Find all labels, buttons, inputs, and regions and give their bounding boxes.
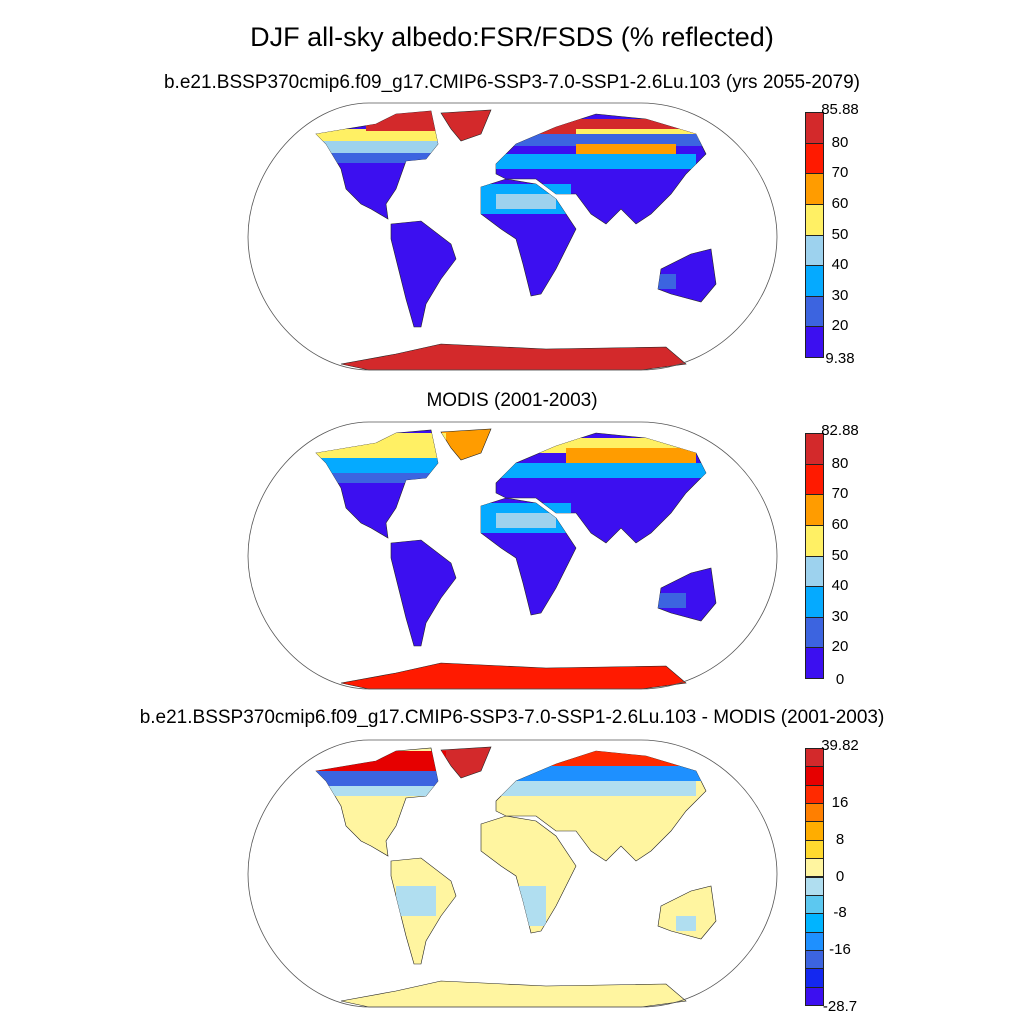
colorbar-label: 85.88 — [821, 101, 859, 118]
colorbar-label: 16 — [831, 794, 849, 812]
panel-2-title: MODIS (2001-2003) — [426, 390, 598, 411]
colorbar-label: 80 — [831, 454, 849, 472]
colorbar-label: 30 — [831, 286, 849, 304]
land-antarctica — [340, 343, 687, 371]
map-panel-1 — [247, 102, 778, 371]
figure-title: DJF all-sky albedo:FSR/FSDS (% reflected… — [250, 22, 774, 52]
land-greenland — [440, 109, 492, 142]
data-region — [516, 886, 546, 926]
land-south-america — [390, 539, 457, 647]
map-frame — [247, 421, 778, 690]
data-region — [496, 766, 716, 781]
land-antarctica — [340, 662, 687, 690]
colorbar-label: -28.7 — [822, 998, 858, 1015]
colorbar-label: 50 — [831, 546, 849, 564]
data-region — [656, 593, 686, 608]
data-region — [496, 513, 556, 528]
colorbar-label: 8 — [835, 830, 845, 848]
data-region — [316, 433, 446, 458]
colorbar-label: 70 — [831, 485, 849, 503]
colorbar-label: 40 — [831, 256, 849, 274]
colorbar-box — [805, 766, 824, 786]
panel-3-title: b.e21.BSSP370cmip6.f09_g17.CMIP6-SSP3-7.… — [139, 707, 885, 728]
colorbar-box — [805, 968, 824, 988]
data-region — [316, 141, 446, 153]
colorbar-label: 20 — [831, 317, 849, 335]
data-region — [566, 448, 696, 463]
data-region — [676, 916, 696, 931]
data-region — [316, 129, 446, 141]
data-region — [316, 458, 446, 473]
colorbar-label: 60 — [831, 194, 849, 212]
land-greenland — [440, 428, 492, 461]
data-region — [496, 751, 716, 766]
data-region — [496, 781, 696, 796]
map-frame — [247, 739, 778, 1008]
colorbar-label: -16 — [829, 940, 851, 958]
colorbar-box — [805, 647, 824, 679]
data-region — [366, 110, 436, 131]
map-panel-3 — [247, 739, 778, 1008]
colorbar-box — [805, 986, 824, 1006]
colorbar-2 — [805, 433, 824, 679]
map-frame — [247, 102, 778, 371]
data-region — [496, 154, 696, 169]
colorbar-label: 0 — [835, 867, 845, 885]
colorbar-label: 70 — [831, 164, 849, 182]
colorbar-3 — [805, 748, 824, 1006]
colorbar-label: 40 — [831, 577, 849, 595]
data-region — [316, 153, 446, 163]
data-region — [316, 473, 446, 483]
land-south-america — [390, 220, 457, 328]
data-region — [316, 786, 446, 796]
colorbar-box — [805, 326, 824, 358]
data-region — [576, 144, 676, 154]
data-region — [656, 274, 676, 289]
colorbar-label: 0 — [835, 671, 845, 688]
data-region — [496, 463, 716, 478]
data-region — [396, 886, 436, 916]
data-region — [316, 751, 446, 771]
colorbar-label: 9.38 — [825, 350, 855, 367]
panel-1-title: b.e21.BSSP370cmip6.f09_g17.CMIP6-SSP3-7.… — [163, 72, 861, 93]
colorbar-label: 82.88 — [821, 422, 859, 439]
land-antarctica — [340, 980, 687, 1008]
map-panel-2 — [247, 421, 778, 690]
land-greenland — [440, 746, 492, 779]
colorbar-label: -8 — [833, 904, 847, 922]
land-australia — [657, 885, 717, 940]
data-region — [496, 134, 716, 146]
data-region — [316, 771, 446, 786]
colorbar-label: 20 — [831, 638, 849, 656]
colorbar-label: 60 — [831, 515, 849, 533]
colorbar-label: 80 — [831, 133, 849, 151]
colorbar-label: 30 — [831, 607, 849, 625]
data-region — [496, 194, 556, 209]
colorbar-label: 50 — [831, 225, 849, 243]
colorbar-1 — [805, 112, 824, 358]
land-africa — [480, 815, 577, 934]
colorbar-label: 39.82 — [821, 737, 859, 754]
